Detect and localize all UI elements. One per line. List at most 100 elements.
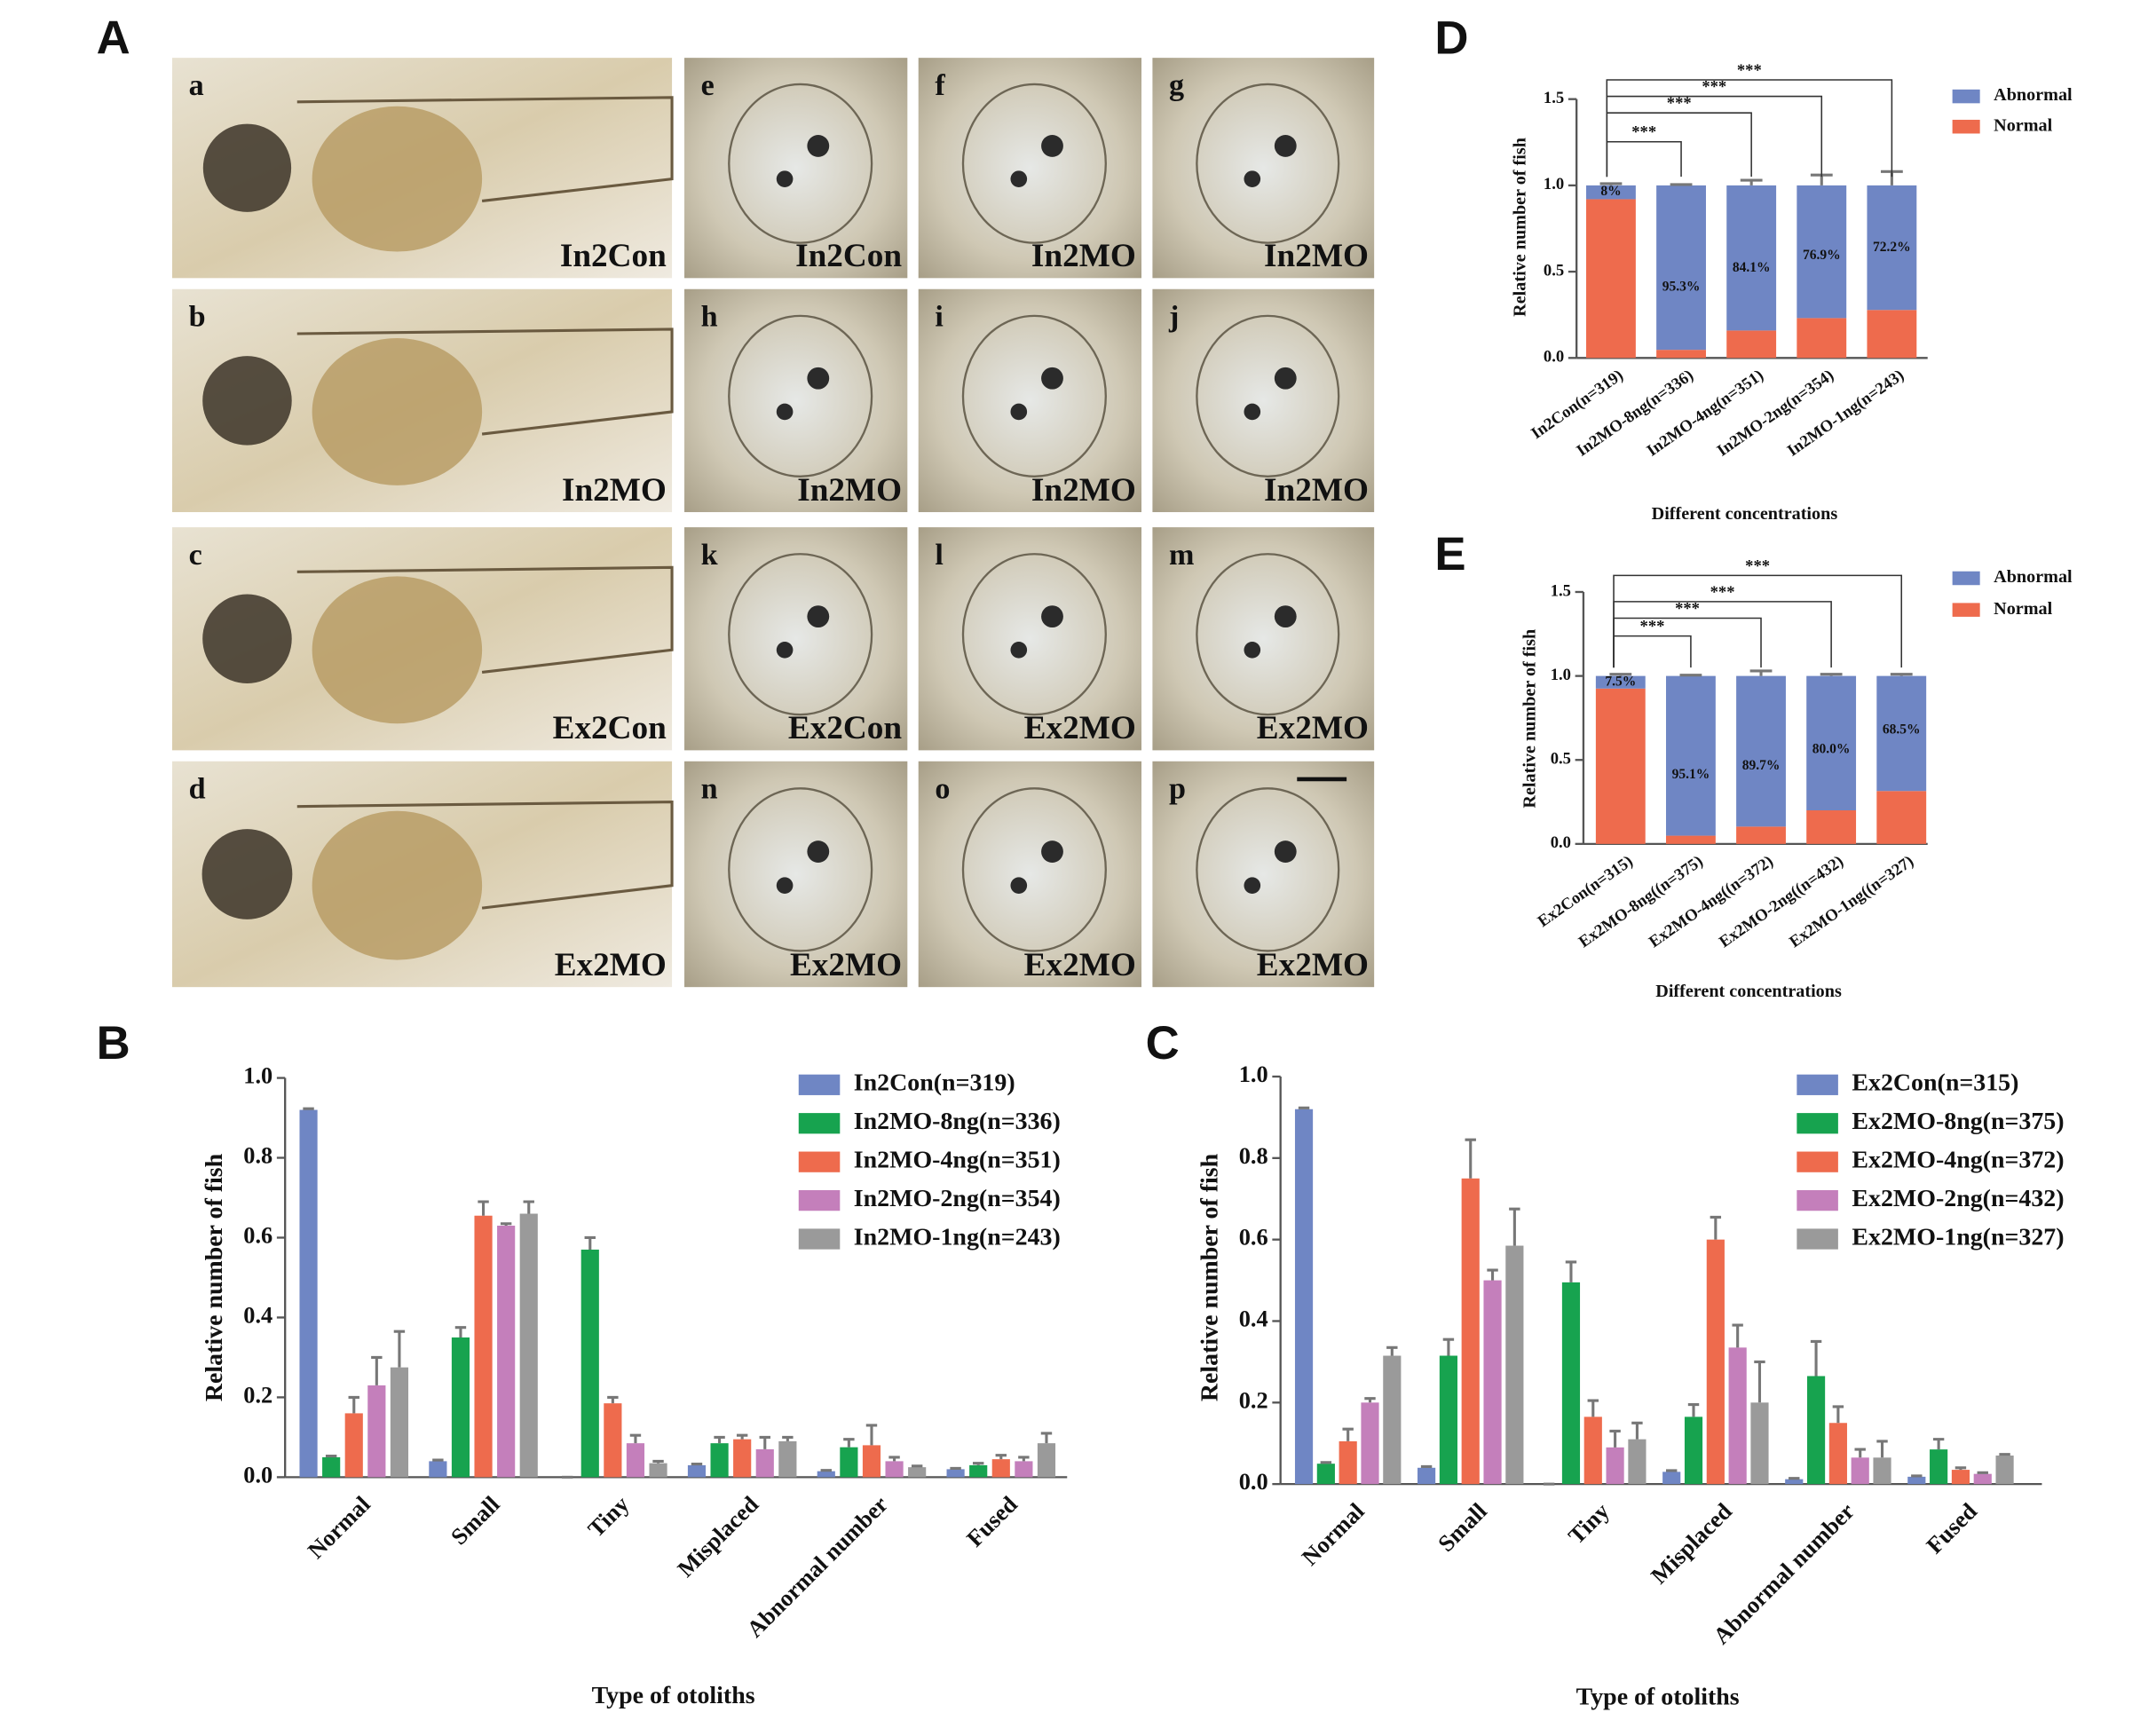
bar [390, 1367, 409, 1478]
error-bar [714, 1435, 725, 1444]
bar-segment [1867, 185, 1917, 311]
error-bar [972, 1462, 984, 1465]
image-letter: i [935, 301, 943, 334]
bar [1851, 1457, 1869, 1485]
legend-label: Normal [1994, 599, 2052, 619]
otolith [776, 641, 794, 659]
otic-vesicle [961, 553, 1107, 716]
error-bar [1487, 1268, 1498, 1281]
legend-label: In2MO-4ng(n=351) [854, 1147, 1061, 1174]
image-letter: g [1169, 69, 1184, 102]
error-bar [1977, 1471, 1988, 1474]
bar-segment [1876, 675, 1927, 792]
bar [649, 1463, 667, 1478]
otolith [1244, 403, 1261, 421]
fish-eye [201, 829, 293, 919]
image-letter: c [189, 539, 202, 572]
significance-bracket [1613, 574, 1903, 668]
fish-body [296, 565, 674, 674]
image-label: Ex2MO [1257, 710, 1369, 746]
legend-label: Abnormal [1994, 567, 2073, 587]
significance-bracket [1606, 79, 1893, 178]
fish-yolk [312, 106, 483, 252]
bar [687, 1464, 707, 1478]
error-bar [736, 1433, 748, 1440]
bar [1037, 1443, 1056, 1478]
x-tick-label: Tiny [1563, 1498, 1614, 1549]
otolith [776, 403, 794, 421]
bar [1995, 1455, 2014, 1485]
y-tick-label: 0.6 [1239, 1225, 1268, 1251]
x-axis-label: Different concentrations [1655, 982, 1842, 1001]
value-label: 80.0% [1812, 741, 1851, 756]
bar-segment [1586, 199, 1636, 359]
fish-eye [202, 356, 292, 446]
x-tick-label: In2MO-8ng(n=336) [1573, 366, 1696, 460]
significance-bracket [1606, 112, 1752, 178]
micrograph [1152, 58, 1375, 279]
x-tick-label: In2MO-2ng(n=354) [1714, 366, 1837, 460]
error-bar [1018, 1456, 1030, 1462]
bar [367, 1385, 386, 1478]
image-label: In2MO [797, 472, 902, 509]
image-label: Ex2Con [553, 710, 667, 746]
bar [604, 1403, 622, 1478]
y-axis-label: Relative number of fish [1196, 1153, 1224, 1401]
error-bar [1820, 673, 1843, 676]
bar [322, 1456, 341, 1478]
bar [1583, 1416, 1602, 1485]
bar [1483, 1280, 1502, 1485]
x-tick-label: Ex2MO-1ng((n=327) [1786, 852, 1917, 951]
y-tick-label: 0.2 [1239, 1387, 1268, 1413]
image-letter: l [935, 539, 943, 572]
bar [1561, 1282, 1581, 1485]
bar-segment [1665, 675, 1716, 836]
panel-letter: A [97, 12, 130, 64]
bar [1785, 1479, 1804, 1485]
value-label: 95.3% [1662, 280, 1701, 295]
image-letter: n [701, 773, 718, 806]
otolith [1041, 367, 1063, 390]
otolith [1010, 877, 1028, 895]
bar-segment [1736, 675, 1786, 827]
image-label: In2Con [560, 238, 667, 274]
x-axis-label: Different concentrations [1652, 504, 1838, 524]
bar [908, 1467, 927, 1478]
image-label: In2Con [795, 238, 902, 274]
error-bar [1911, 1474, 1923, 1478]
panel-letter: B [97, 1017, 130, 1069]
otic-vesicle [728, 314, 873, 477]
bar [733, 1439, 752, 1478]
micrograph [918, 58, 1142, 279]
bar-segment [1797, 185, 1847, 319]
otic-vesicle [1196, 83, 1340, 244]
bar [1418, 1467, 1436, 1485]
fish-body [296, 327, 674, 436]
bar-segment [1656, 350, 1706, 359]
y-tick-label: 0.4 [243, 1302, 272, 1328]
bar [817, 1471, 835, 1478]
bar-segment [1595, 688, 1646, 844]
micrograph [684, 288, 908, 513]
y-axis-label: Relative number of fish [1520, 629, 1540, 809]
otolith [1244, 877, 1261, 895]
legend-label: Ex2Con(n=315) [1852, 1069, 2018, 1097]
image-label: In2MO [1264, 238, 1369, 274]
legend-swatch [798, 1228, 841, 1250]
value-label: 72.2% [1873, 240, 1911, 255]
y-axis-label: Relative number of fish [1511, 138, 1530, 317]
otolith [1041, 840, 1063, 863]
error-bar [1609, 673, 1632, 676]
y-tick-label: 1.0 [243, 1063, 272, 1089]
bar [1339, 1440, 1357, 1485]
y-tick-label: 0.6 [243, 1223, 272, 1249]
value-label: 7.5% [1605, 674, 1636, 689]
otolith [776, 170, 794, 187]
error-bar [1687, 1403, 1700, 1417]
bar-segment [1726, 185, 1777, 331]
image-label: Ex2MO [555, 947, 667, 983]
x-tick-label: Fused [1922, 1498, 1982, 1558]
fish-eye [202, 123, 292, 212]
otolith [1041, 135, 1063, 157]
x-tick-label: Abnormal number [742, 1491, 893, 1642]
